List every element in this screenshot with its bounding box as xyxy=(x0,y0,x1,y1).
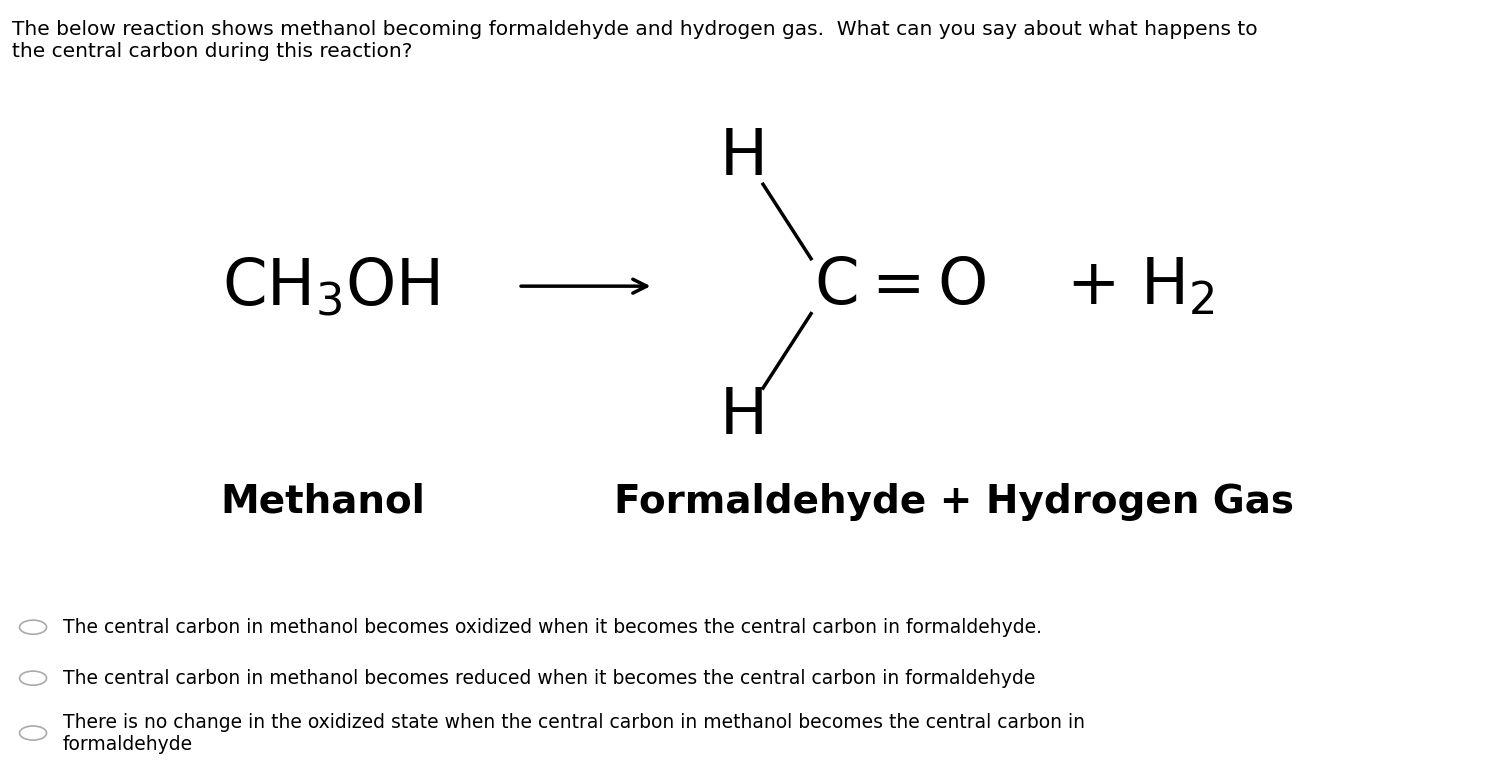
Text: The central carbon in methanol becomes reduced when it becomes the central carbo: The central carbon in methanol becomes r… xyxy=(63,669,1035,688)
Text: The below reaction shows methanol becoming formaldehyde and hydrogen gas.  What : The below reaction shows methanol becomi… xyxy=(12,20,1257,60)
Text: $\mathregular{+\ H_2}$: $\mathregular{+\ H_2}$ xyxy=(1066,255,1215,318)
Text: $\mathregular{CH_3OH}$: $\mathregular{CH_3OH}$ xyxy=(222,255,439,318)
Text: $\mathregular{C{=}O}$: $\mathregular{C{=}O}$ xyxy=(814,255,985,318)
Text: H: H xyxy=(719,384,768,447)
Text: Methanol: Methanol xyxy=(221,483,425,521)
Text: H: H xyxy=(719,125,768,188)
Text: The central carbon in methanol becomes oxidized when it becomes the central carb: The central carbon in methanol becomes o… xyxy=(63,618,1042,637)
Text: There is no change in the oxidized state when the central carbon in methanol bec: There is no change in the oxidized state… xyxy=(63,713,1084,753)
Text: Formaldehyde + Hydrogen Gas: Formaldehyde + Hydrogen Gas xyxy=(614,483,1293,521)
